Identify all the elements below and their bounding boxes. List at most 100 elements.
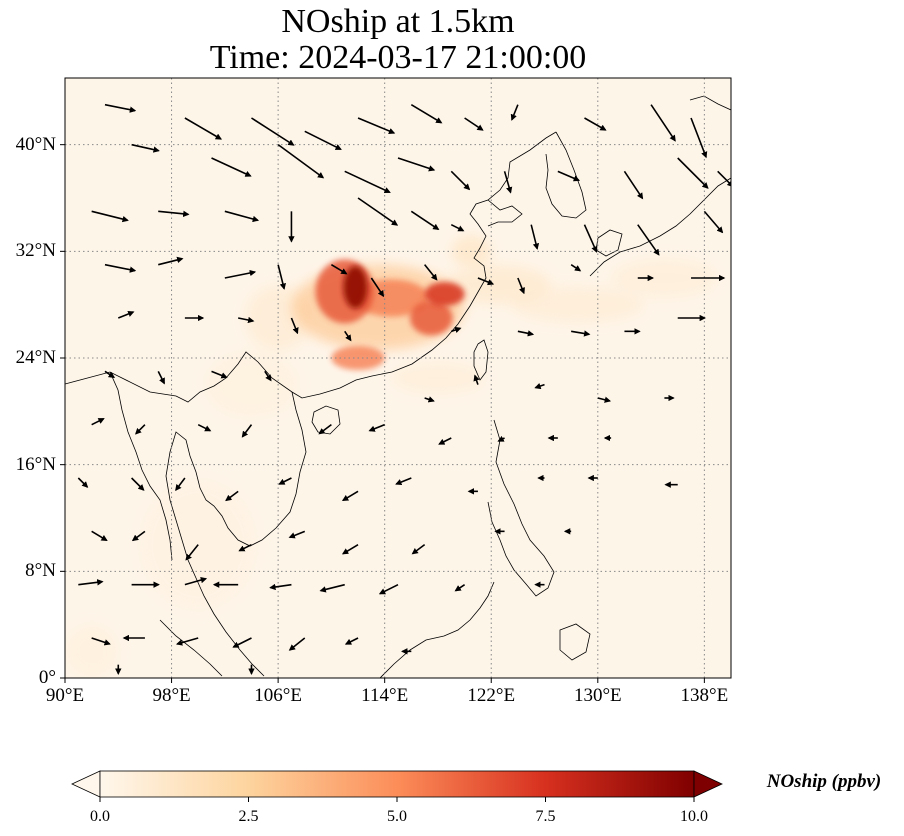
- wind-arrow: [224, 269, 257, 279]
- wind-arrow: [238, 543, 252, 552]
- wind-arrow: [450, 170, 471, 191]
- chart-title-line1: NOship at 1.5km: [281, 3, 515, 40]
- chart-title-line2: Time: 2024-03-17 21:00:00: [209, 39, 587, 76]
- coastline-hokkaido: [689, 95, 731, 111]
- coastline-myanmar: [109, 371, 173, 561]
- wind-arrow: [211, 157, 252, 177]
- wind-arrow: [91, 417, 105, 426]
- lat-tick-label: 24°N: [15, 347, 56, 368]
- wind-arrow: [135, 424, 146, 435]
- wind-arrow: [690, 117, 708, 159]
- wind-arrow: [211, 370, 228, 379]
- wind-arrow: [158, 210, 190, 218]
- wind-arrow: [330, 263, 348, 275]
- concentration-hotspot: [611, 258, 718, 298]
- wind-arrow: [397, 157, 436, 172]
- colorbar-tick-label: 10.0: [680, 808, 708, 825]
- wind-arrow: [623, 170, 644, 200]
- coastline-indochina: [165, 391, 307, 677]
- wind-arrow: [583, 224, 598, 253]
- concentration-hotspot: [424, 282, 465, 306]
- colorbar-tick-label: 5.0: [387, 808, 407, 825]
- colorbar-tick-label: 7.5: [535, 808, 556, 825]
- wind-arrow: [290, 317, 299, 335]
- colorbar-extend-low: [71, 770, 101, 798]
- wind-arrow: [341, 490, 359, 502]
- wind-arrow: [277, 144, 325, 179]
- wind-arrow: [473, 374, 480, 385]
- wind-arrow: [410, 210, 440, 231]
- wind-arrow: [319, 583, 345, 593]
- concentration-hotspot: [444, 264, 552, 305]
- island-taiwan: [473, 339, 489, 381]
- wind-arrow: [131, 530, 146, 542]
- wind-arrow: [277, 264, 286, 290]
- island-hainan: [311, 405, 341, 435]
- wind-arrow: [185, 544, 199, 561]
- wind-arrow: [184, 117, 222, 140]
- coastline-philippines: [487, 419, 555, 597]
- wind-arrow: [344, 170, 391, 194]
- wind-arrow: [304, 130, 342, 151]
- wind-arrow: [368, 423, 385, 432]
- lon-tick-label: 90°E: [45, 685, 85, 706]
- wind-arrow: [344, 637, 359, 645]
- wind-arrow: [158, 256, 184, 266]
- wind-arrow: [251, 117, 295, 146]
- wind-arrow: [370, 277, 385, 298]
- wind-arrow: [497, 435, 505, 442]
- lon-tick-label: 122°E: [467, 685, 516, 706]
- wind-arrow: [557, 170, 581, 182]
- wind-arrow: [717, 170, 731, 188]
- wind-arrow: [78, 579, 104, 586]
- wind-arrow: [411, 544, 426, 555]
- coastline-korea: [545, 131, 587, 219]
- wind-arrow: [584, 117, 607, 131]
- wind-arrow: [650, 104, 676, 142]
- wind-arrow: [410, 103, 443, 124]
- concentration-hotspot: [204, 351, 299, 418]
- wind-arrow: [264, 370, 272, 382]
- wind-arrow: [517, 277, 525, 295]
- map-frame: [64, 77, 732, 679]
- wind-arrow: [464, 117, 484, 131]
- coastline-shandong: [487, 199, 523, 227]
- wind-arrow: [438, 437, 452, 445]
- coastline-mindanao: [559, 623, 591, 661]
- lon-tick-label: 98°E: [152, 685, 191, 706]
- wind-arrow: [278, 477, 292, 485]
- concentration-hotspot: [65, 624, 119, 678]
- wind-arrow: [131, 143, 160, 153]
- wind-arrow: [341, 543, 359, 555]
- wind-arrow: [570, 264, 582, 272]
- wind-vectors: [77, 103, 731, 675]
- lat-tick-label: 8°N: [25, 560, 56, 582]
- wind-arrow: [91, 530, 108, 542]
- wind-arrow: [703, 210, 724, 234]
- wind-arrow: [104, 370, 116, 379]
- coastline-mainland: [65, 131, 557, 403]
- wind-arrow: [318, 424, 332, 435]
- wind-arrow: [288, 530, 306, 539]
- concentration-hotspot: [391, 362, 485, 394]
- wind-arrow: [77, 477, 89, 488]
- wind-arrow: [450, 223, 465, 232]
- wind-arrow: [357, 197, 399, 226]
- colorbar-tick-label: 0.0: [90, 808, 110, 825]
- lat-tick-label: 0°: [38, 667, 56, 688]
- wind-arrow: [637, 224, 660, 256]
- axis-ticks: [60, 144, 705, 683]
- wind-arrow: [269, 583, 292, 591]
- wind-arrow: [91, 637, 111, 646]
- wind-arrow: [357, 117, 396, 134]
- wind-arrow: [184, 576, 208, 586]
- wind-arrow: [395, 477, 412, 486]
- wind-arrow: [131, 477, 145, 491]
- wind-arrow: [224, 210, 260, 223]
- wind-arrow: [175, 637, 199, 646]
- coastline-borneo: [379, 581, 495, 678]
- concentration-hotspot: [511, 286, 645, 324]
- wind-arrow: [197, 423, 212, 432]
- wind-arrow: [175, 477, 186, 492]
